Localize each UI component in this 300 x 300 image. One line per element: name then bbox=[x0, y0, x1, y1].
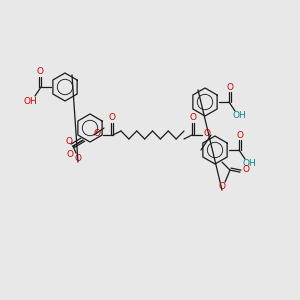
Text: O: O bbox=[242, 165, 250, 174]
Text: O: O bbox=[109, 113, 116, 122]
Text: O: O bbox=[67, 150, 73, 159]
Text: O: O bbox=[204, 130, 211, 139]
Text: OH: OH bbox=[23, 97, 37, 106]
Text: O: O bbox=[190, 113, 196, 122]
Text: O: O bbox=[65, 136, 73, 146]
Text: O: O bbox=[94, 130, 101, 139]
Text: O: O bbox=[37, 68, 44, 76]
Text: O: O bbox=[236, 130, 244, 140]
Text: OH: OH bbox=[242, 160, 256, 169]
Text: O: O bbox=[218, 182, 226, 190]
Text: O: O bbox=[74, 154, 82, 163]
Text: O: O bbox=[226, 82, 233, 91]
Text: OH: OH bbox=[232, 112, 246, 121]
